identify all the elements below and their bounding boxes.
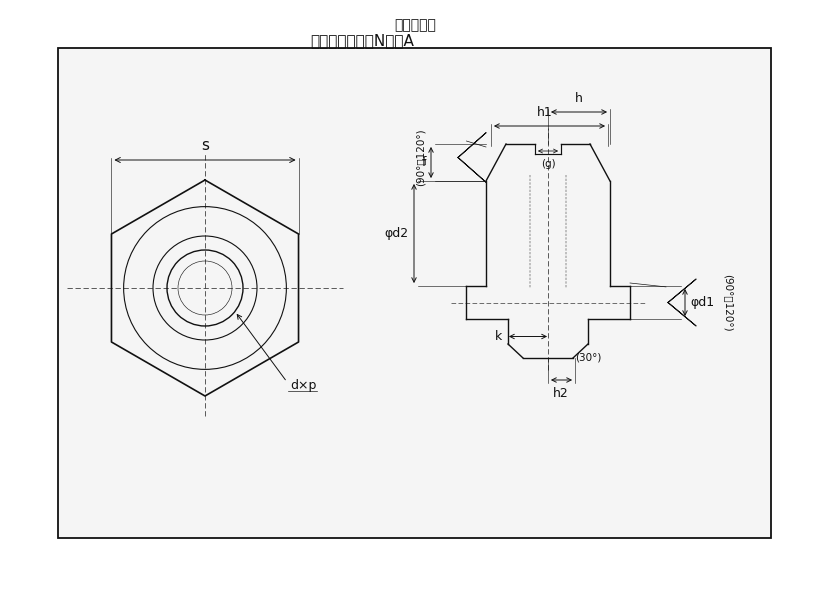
Text: (90°～120°): (90°～120°) (415, 129, 425, 187)
Text: k: k (494, 330, 502, 343)
Text: h: h (575, 92, 582, 105)
Text: 図面／規格: 図面／規格 (393, 18, 436, 32)
Text: h2: h2 (552, 387, 568, 400)
Text: f: f (421, 156, 426, 169)
Text: (30°): (30°) (575, 352, 600, 362)
Text: (g): (g) (540, 159, 555, 169)
Text: s: s (200, 138, 209, 153)
Text: h1: h1 (536, 106, 551, 119)
Text: φd2: φd2 (384, 227, 408, 240)
Text: φd1: φd1 (689, 296, 713, 309)
Bar (58, 48, 770, 538)
Text: 【六角ウエルドN　１A: 【六角ウエルドN １A (310, 33, 413, 48)
Text: (90°～120°): (90°～120°) (722, 274, 732, 331)
Text: d×p: d×p (290, 380, 316, 393)
